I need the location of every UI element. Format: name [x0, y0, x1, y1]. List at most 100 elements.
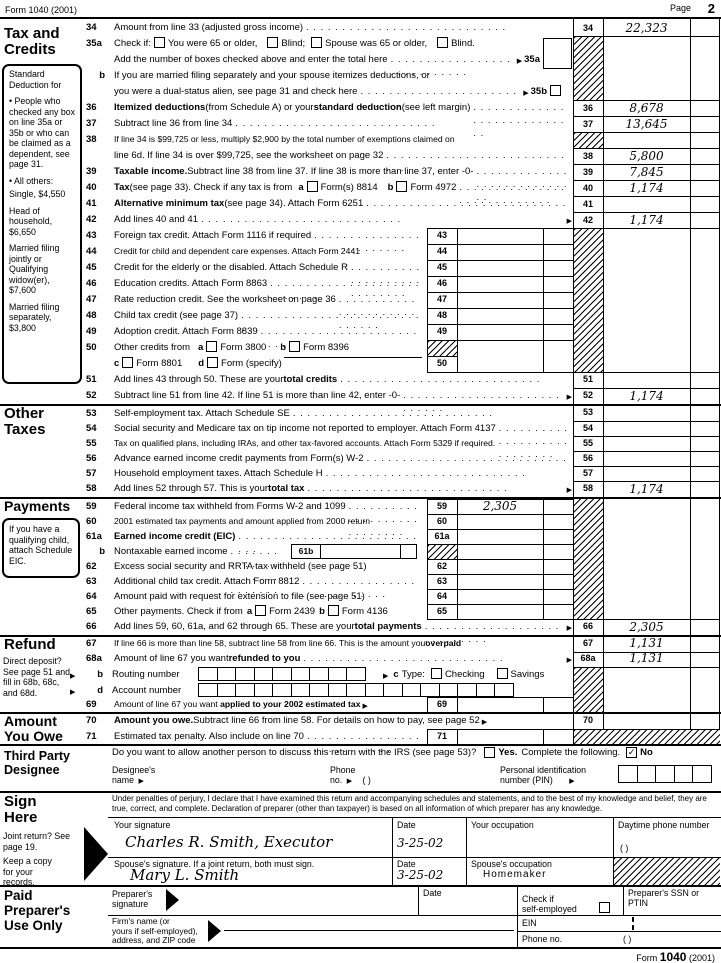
line-58: 58 Add lines 52 through 57. This is your…	[86, 482, 574, 496]
checkbox-form-2439[interactable]	[255, 605, 267, 616]
checkbox-form-8801[interactable]	[122, 357, 134, 368]
amount-entry-38[interactable]: 5,800	[629, 149, 664, 163]
amount-entry-68a[interactable]: 1,131	[629, 651, 664, 665]
third-party-question: Do you want to allow another person to d…	[112, 747, 716, 759]
date-label: Date	[397, 859, 416, 869]
spouse-occupation-field[interactable]: Homemaker	[483, 869, 547, 880]
amount-entry-34[interactable]: 22,323	[625, 21, 668, 35]
amount-entry-40[interactable]: 1,174	[629, 181, 664, 195]
routing-number-boxes[interactable]	[198, 667, 366, 681]
specify-write-line[interactable]	[283, 357, 422, 358]
col-line-number: 65	[436, 606, 447, 616]
standard-deduction-note: Standard Deduction for • People who chec…	[2, 64, 82, 384]
col-line-number: 54	[582, 423, 593, 433]
preparer-phone-field[interactable]: ( )	[623, 934, 632, 944]
checkbox-spouse-65[interactable]	[311, 37, 323, 48]
arrow-icon: ▶	[70, 689, 76, 696]
checkbox-form-4972[interactable]	[396, 181, 408, 192]
checkbox-form-4136[interactable]	[327, 605, 339, 616]
col-line-number: 40	[582, 183, 593, 193]
line-61b: b Nontaxable earned income	[86, 545, 288, 559]
line-letter: b	[99, 70, 105, 81]
arrow-icon: ▶	[346, 778, 353, 785]
checkbox-you-blind[interactable]	[267, 37, 279, 48]
col-line-number: 70	[582, 715, 593, 725]
line-number: 57	[86, 468, 97, 479]
col-line-number: 41	[582, 199, 593, 209]
line-46: 46 Education credits. Attach Form 8863	[86, 277, 424, 291]
line-43: 43 Foreign tax credit. Attach Form 1116 …	[86, 229, 424, 243]
text: Amount from line 33 (adjusted gross inco…	[114, 22, 304, 33]
amount-entry-58[interactable]: 1,174	[629, 482, 664, 496]
col-line-number: 59	[436, 501, 447, 511]
spouse-signature[interactable]: Mary L. Smith	[130, 866, 240, 884]
spouse-sign-date[interactable]: 3-25-02	[397, 868, 444, 882]
line-57: 57 Household employment taxes. Attach Sc…	[86, 467, 574, 481]
section-title-other-taxes: Other Taxes	[4, 406, 45, 438]
checkbox-spouse-blind[interactable]	[437, 37, 449, 48]
account-number-boxes[interactable]	[198, 683, 514, 697]
taxpayer-signature[interactable]: Charles R. Smith, Executor	[125, 833, 333, 851]
hatched-cell	[428, 341, 457, 356]
amount-entry-37[interactable]: 13,645	[625, 117, 668, 131]
line-number: 34	[86, 22, 97, 33]
checkbox-checking[interactable]	[430, 668, 442, 679]
checkbox-savings[interactable]	[496, 668, 508, 679]
checkbox-you-65[interactable]	[153, 37, 165, 48]
checkbox-35b[interactable]	[550, 85, 561, 96]
line-number: 54	[86, 423, 97, 434]
boxes-checked-entry[interactable]	[543, 38, 572, 69]
entry-61b-box[interactable]	[291, 544, 417, 559]
taxpayer-sign-date[interactable]: 3-25-02	[397, 836, 444, 850]
checkbox-third-party-no[interactable]: ✓	[626, 747, 638, 758]
text: Savings	[510, 669, 545, 680]
amount-entry-36[interactable]: 8,678	[629, 101, 664, 115]
checkbox-form-8814[interactable]	[306, 181, 318, 192]
text: Check if	[522, 894, 554, 904]
text: Form 8801	[136, 358, 183, 369]
text: No	[640, 747, 653, 758]
section-title-sign-here: Sign Here	[4, 794, 37, 826]
amount-entry-52[interactable]: 1,174	[629, 389, 664, 403]
text: b	[280, 342, 287, 353]
line-number: 60	[86, 516, 97, 527]
text: Amount of line 67 you want	[114, 653, 229, 664]
checkbox-form-3800[interactable]	[206, 341, 218, 352]
section-title-third-party: Third Party Designee	[4, 749, 70, 777]
pin-boxes[interactable]	[618, 765, 712, 783]
line-51: 51 Add lines 43 through 50. These are yo…	[86, 373, 574, 387]
amount-entry-66[interactable]: 2,305	[629, 620, 664, 634]
amount-entry-39[interactable]: 7,845	[629, 165, 664, 179]
line-number: 35a	[86, 38, 102, 49]
checkbox-third-party-yes[interactable]	[484, 747, 496, 758]
line-68d: ▶ d Account number	[70, 684, 570, 698]
line-64: 64 Amount paid with request for extensio…	[86, 590, 424, 604]
amount-entry-42[interactable]: 1,174	[629, 213, 664, 227]
text: number (PIN)	[500, 775, 553, 785]
line-number: 53	[86, 408, 97, 419]
firm-name-label: Firm's name (or yours if self-employed),…	[112, 916, 198, 946]
check-self-employed-label: Check if self-employed	[522, 894, 577, 914]
checkbox-form-8396[interactable]	[289, 341, 301, 352]
section-title-amount-you-owe: Amount You Owe	[4, 714, 63, 744]
section-title-paid-preparer: Paid Preparer's Use Only	[4, 888, 70, 933]
firm-name-field[interactable]	[224, 929, 514, 931]
line-59: 59 Federal income tax withheld from Form…	[86, 500, 424, 514]
daytime-phone-field[interactable]: ( )	[620, 843, 629, 853]
your-signature-label: Your signature	[114, 820, 171, 830]
checkbox-form-specify[interactable]	[207, 357, 219, 368]
line-number: 49	[86, 326, 97, 337]
text: Add lines 52 through 57. This is your	[114, 483, 269, 494]
ein-field[interactable]	[632, 917, 635, 930]
header-page-label: Page	[669, 3, 691, 13]
amount-entry-59[interactable]: 2,305	[482, 499, 518, 513]
amount-entry-67[interactable]: 1,131	[629, 636, 664, 650]
designee-phone-field[interactable]: ( )	[362, 775, 371, 785]
text: Form 4136	[341, 606, 388, 617]
line-letter: b	[97, 669, 103, 680]
checkbox-self-employed[interactable]	[599, 902, 610, 913]
text: Head of household, $6,650	[9, 205, 53, 237]
text: Add lines 40 and 41	[114, 214, 198, 225]
line-number: 51	[86, 374, 97, 385]
text: Alternative minimum tax	[114, 198, 225, 209]
